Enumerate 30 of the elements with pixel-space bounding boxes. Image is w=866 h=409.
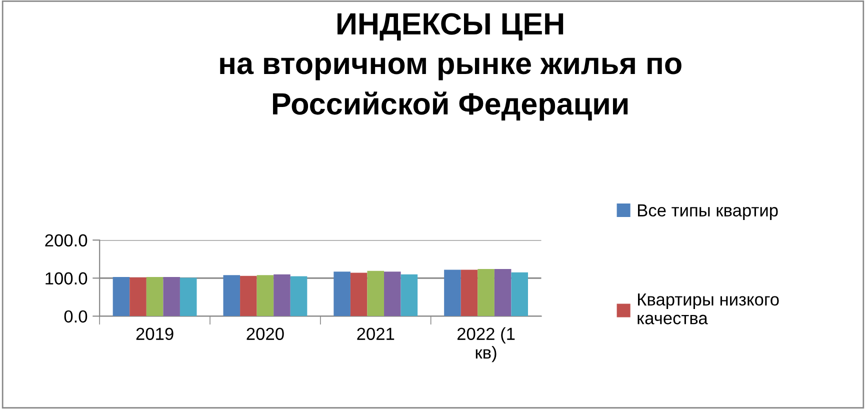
bar: [146, 276, 164, 316]
bar: [350, 272, 368, 316]
bar: [460, 270, 478, 316]
bar: [444, 270, 461, 316]
bar: [112, 276, 130, 316]
x-tick-label: 2020: [246, 328, 284, 340]
bar: [180, 278, 197, 316]
x-tick-label: 2019: [136, 328, 174, 340]
bar: [274, 274, 290, 316]
y-tick-label: 0.0: [64, 310, 88, 323]
x-tick-label: 2022 (1 кв): [457, 327, 515, 362]
bar: [400, 274, 418, 316]
bar: [130, 277, 146, 316]
bar: [511, 272, 528, 316]
bar: [334, 272, 350, 316]
bar: [163, 276, 180, 316]
chart-title: ИНДЕКСЫ ЦЕН на вторичном рынке жилья по Российской Федерации: [220, 13, 682, 121]
bar: [494, 268, 512, 316]
legend-label: Все типы квартир: [638, 204, 778, 220]
legend-label: Квартиры низкого качества: [638, 294, 779, 324]
bar: [384, 272, 401, 316]
bar: [290, 276, 308, 316]
bar: [367, 270, 384, 316]
y-tick-label: 100.0: [46, 272, 88, 285]
x-tick-label: 2021: [357, 328, 394, 340]
bar: [223, 275, 240, 316]
bar: [256, 275, 274, 316]
bar: [478, 268, 494, 316]
y-tick-label: 200.0: [45, 234, 88, 247]
bar: [240, 276, 257, 316]
